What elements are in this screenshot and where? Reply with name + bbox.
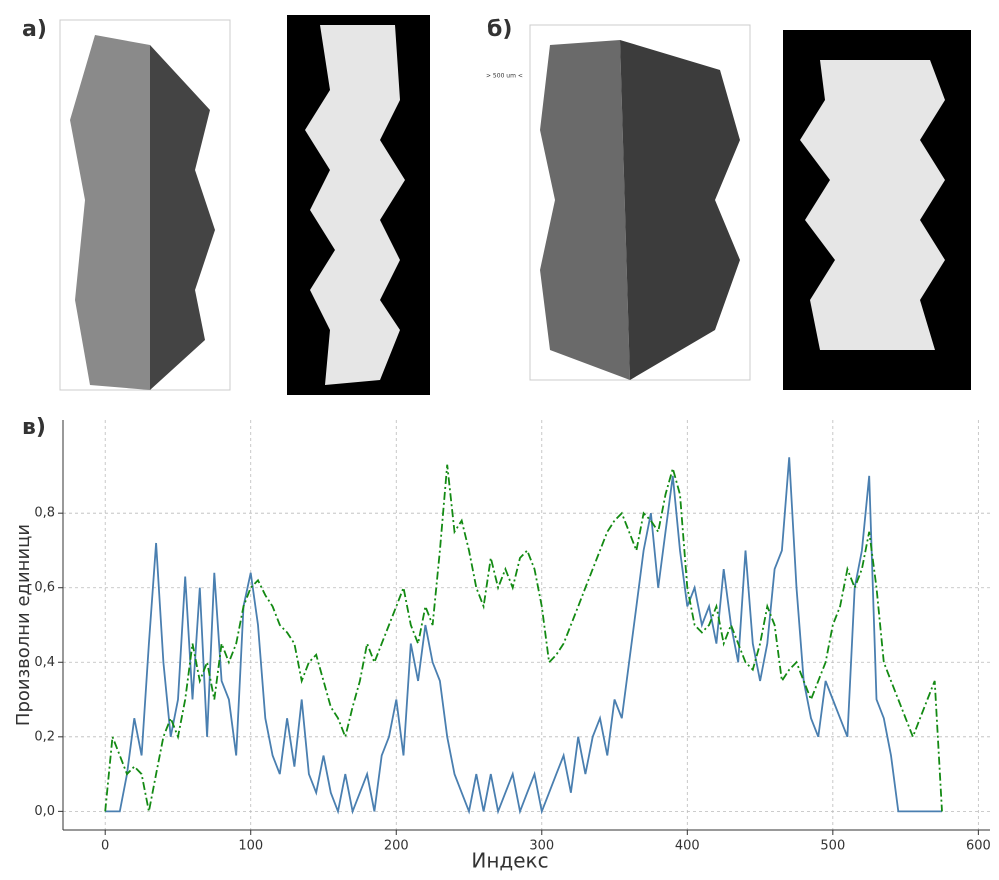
box-frame: [529, 24, 751, 381]
sample-side: [620, 40, 740, 380]
render-b: [529, 24, 751, 381]
y-tick-label: 0,0: [34, 804, 55, 819]
x-tick-label: 200: [384, 839, 409, 854]
panel-label: б): [487, 17, 512, 42]
series-line: [105, 457, 942, 815]
x-axis-label: Индекс: [471, 849, 548, 873]
sample-face: [540, 40, 630, 380]
x-tick-label: 600: [966, 839, 991, 854]
x-tick-label: 100: [238, 839, 263, 854]
sample-side: [150, 45, 215, 390]
slice-a-shape: [305, 25, 405, 385]
y-tick-label: 0,4: [34, 655, 55, 670]
x-tick-label: 500: [820, 839, 845, 854]
y-tick-label: 0,2: [34, 729, 55, 744]
series-line: [104, 464, 943, 812]
y-tick-label: 0,8: [34, 506, 55, 521]
x-tick-label: 0: [101, 839, 109, 854]
y-tick-label: 0,6: [34, 580, 55, 595]
panel-label: в): [22, 415, 46, 440]
box-frame: [59, 19, 231, 391]
plot: 0,0 0,2 0,4 0,6 0,8 0 100 200 300 400 500 600: [34, 420, 991, 854]
y-axis-label: Произволни единици: [13, 524, 34, 726]
x-tick-label: 300: [529, 839, 554, 854]
scale-label: > 500 um <: [486, 73, 523, 80]
sample-face: [70, 35, 150, 390]
x-tick-label: 400: [675, 839, 700, 854]
panel-label: а): [22, 17, 47, 42]
render-a: [59, 19, 231, 391]
slice-b-shape: [800, 60, 945, 350]
